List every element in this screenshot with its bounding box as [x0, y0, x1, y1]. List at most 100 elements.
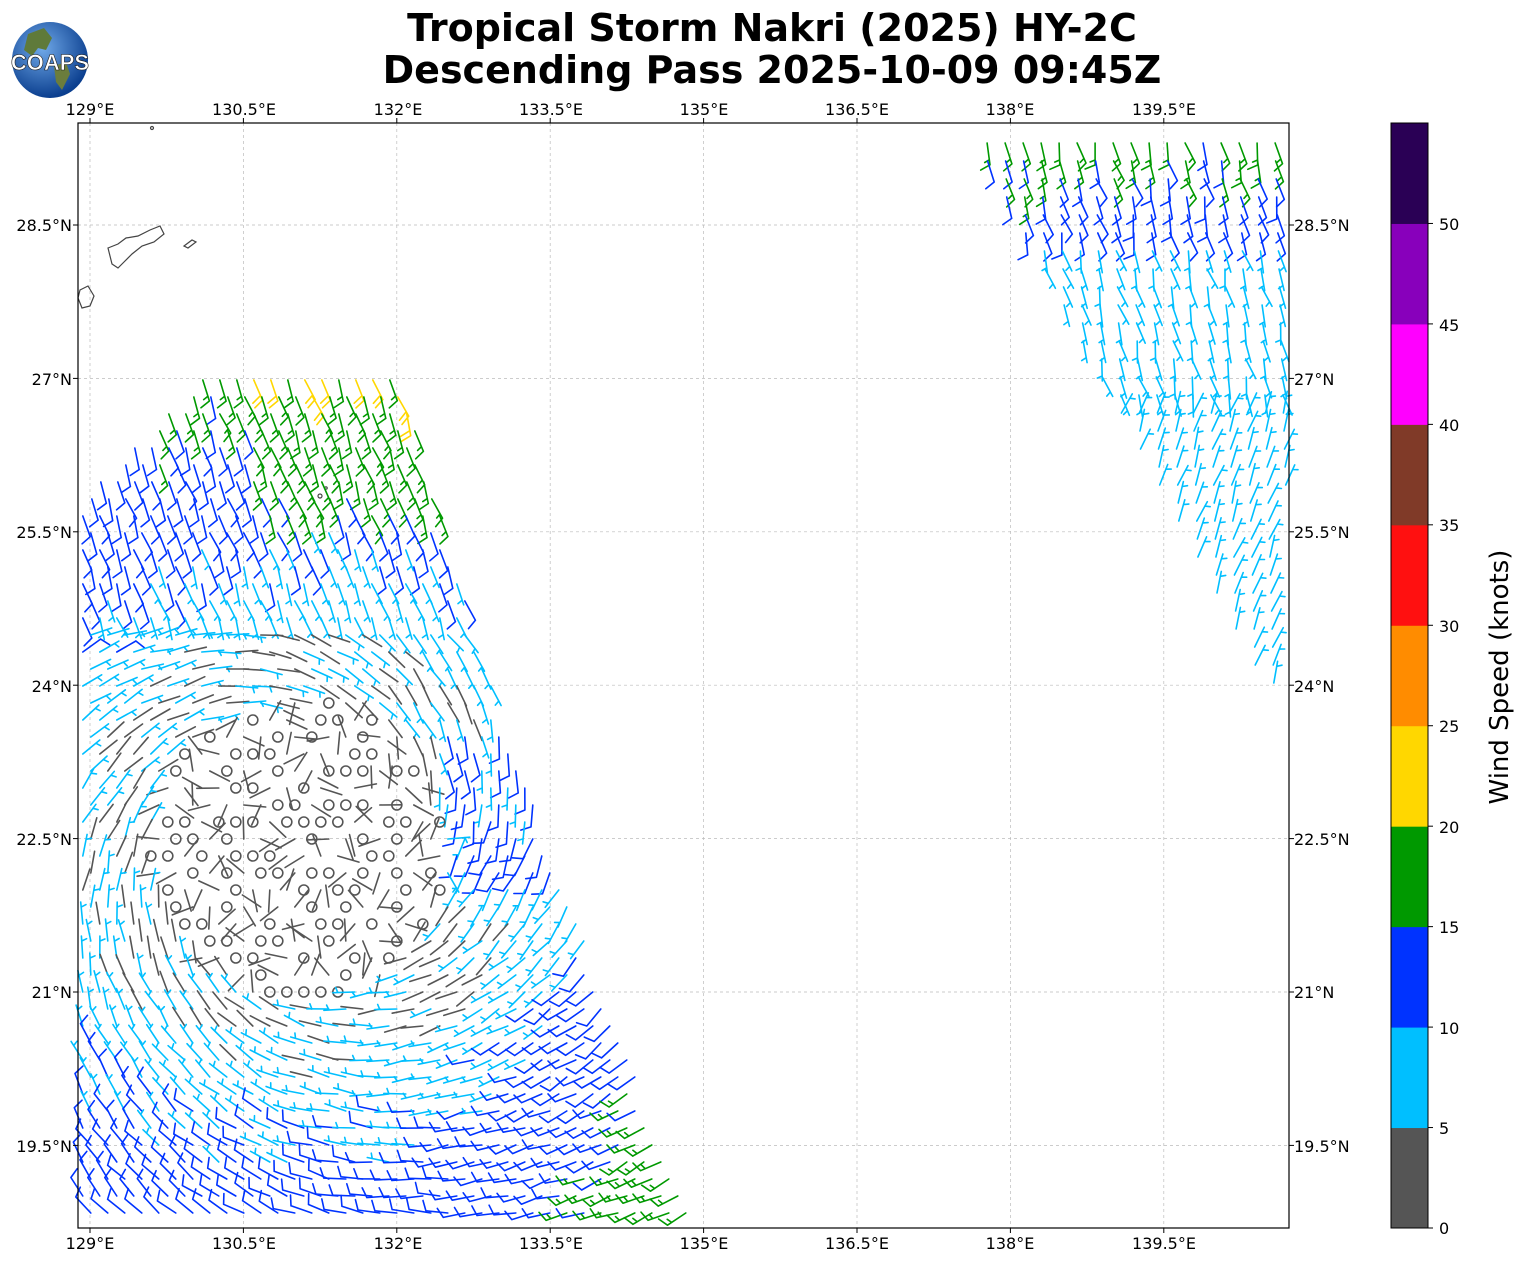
wind-barb	[273, 1159, 296, 1180]
wind-barb	[396, 906, 415, 923]
wind-barb	[413, 872, 433, 887]
wind-barb	[179, 957, 203, 963]
wind-barb	[483, 940, 500, 960]
wind-barb	[1284, 464, 1299, 486]
wind-barb	[144, 990, 160, 1010]
wind-barb	[90, 884, 100, 908]
colorbar-segment	[1391, 323, 1428, 425]
wind-barb	[225, 430, 236, 460]
wind-barb	[503, 855, 526, 877]
wind-barb	[232, 1080, 254, 1095]
wind-barb	[159, 970, 169, 993]
wind-barb	[249, 1147, 271, 1163]
wind-barb	[340, 1035, 364, 1044]
wind-barb	[354, 806, 373, 823]
wind-barb	[371, 685, 391, 700]
wind-barb	[445, 770, 455, 800]
wind-barb	[121, 884, 126, 908]
wind-barb	[504, 1173, 534, 1185]
wind-barb	[152, 1075, 169, 1095]
wind-barb	[1266, 445, 1280, 468]
wind-barb	[476, 770, 484, 794]
calm-circle	[391, 867, 403, 879]
wind-barb	[124, 658, 146, 670]
lat-label: 19.5°N	[16, 1137, 72, 1156]
wind-barb	[499, 940, 517, 959]
wind-barb	[439, 651, 453, 672]
wind-barb	[481, 736, 490, 759]
calm-circle	[221, 935, 233, 947]
wind-barb	[430, 668, 446, 688]
calm-circle	[349, 952, 361, 964]
wind-barb	[396, 1149, 424, 1163]
calm-circle	[357, 833, 369, 845]
wind-barb	[115, 954, 126, 976]
wind-barb	[514, 787, 526, 815]
wind-barb	[413, 600, 426, 622]
wind-barb	[538, 1042, 568, 1055]
wind-barb	[512, 889, 526, 912]
wind-barb	[218, 447, 228, 477]
wind-barb	[187, 735, 203, 755]
wind-barb	[81, 515, 91, 545]
wind-barb	[199, 1173, 220, 1197]
wind-barb	[379, 600, 391, 622]
wind-barb	[286, 685, 309, 698]
wind-barb	[82, 833, 93, 857]
wind-barb	[538, 1211, 568, 1222]
wind-barb	[556, 1008, 585, 1023]
wind-barb	[329, 498, 339, 528]
wind-barb	[547, 1093, 577, 1103]
calm-circle	[323, 935, 335, 947]
wind-barb	[1270, 572, 1285, 594]
calm-circle	[408, 765, 420, 777]
wind-barb	[504, 1110, 534, 1123]
wind-barb	[414, 430, 425, 460]
wind-barb	[1172, 340, 1184, 362]
wind-barb	[208, 906, 211, 930]
wind-barb	[1021, 142, 1032, 172]
wind-barb	[379, 668, 399, 683]
wind-barb	[152, 918, 160, 942]
wind-barb	[379, 770, 399, 786]
wind-barb	[131, 1056, 143, 1078]
wind-barb	[208, 498, 218, 528]
wind-barb	[249, 1015, 271, 1027]
wind-barb	[491, 855, 509, 881]
wind-barb	[480, 1187, 509, 1199]
wind-barb	[422, 787, 445, 795]
wind-barb	[320, 787, 343, 796]
calm-circle	[383, 816, 395, 828]
wind-barb	[99, 803, 114, 823]
wind-barb	[190, 1155, 211, 1180]
wind-barb	[150, 769, 168, 789]
wind-barb	[172, 1006, 186, 1027]
wind-barb	[205, 972, 220, 993]
wind-barb	[286, 515, 296, 545]
wind-barb	[173, 1122, 194, 1146]
wind-barb	[362, 668, 381, 686]
wind-barb	[446, 600, 457, 630]
wind-barb	[484, 838, 500, 865]
lat-label: 19.5°N	[1294, 1137, 1350, 1156]
wind-barb	[124, 630, 148, 638]
wind-barb	[372, 872, 381, 895]
wind-barb	[163, 989, 177, 1010]
calm-circle	[349, 748, 361, 760]
wind-barb	[1116, 268, 1126, 291]
wind-barb	[233, 379, 244, 409]
wind-barb	[287, 447, 298, 477]
wind-barb	[258, 996, 279, 1010]
wind-barb	[234, 515, 244, 545]
wind-barb	[138, 804, 160, 815]
wind-barb	[184, 413, 195, 443]
wind-barb	[187, 973, 203, 993]
wind-barb	[542, 889, 560, 909]
wind-barb	[1125, 160, 1137, 190]
wind-barb	[531, 991, 560, 1007]
wind-barb	[233, 923, 254, 937]
wind-barb	[257, 1131, 279, 1146]
wind-barb	[355, 1095, 381, 1112]
wind-barb	[218, 515, 229, 545]
wind-barb	[328, 566, 338, 589]
